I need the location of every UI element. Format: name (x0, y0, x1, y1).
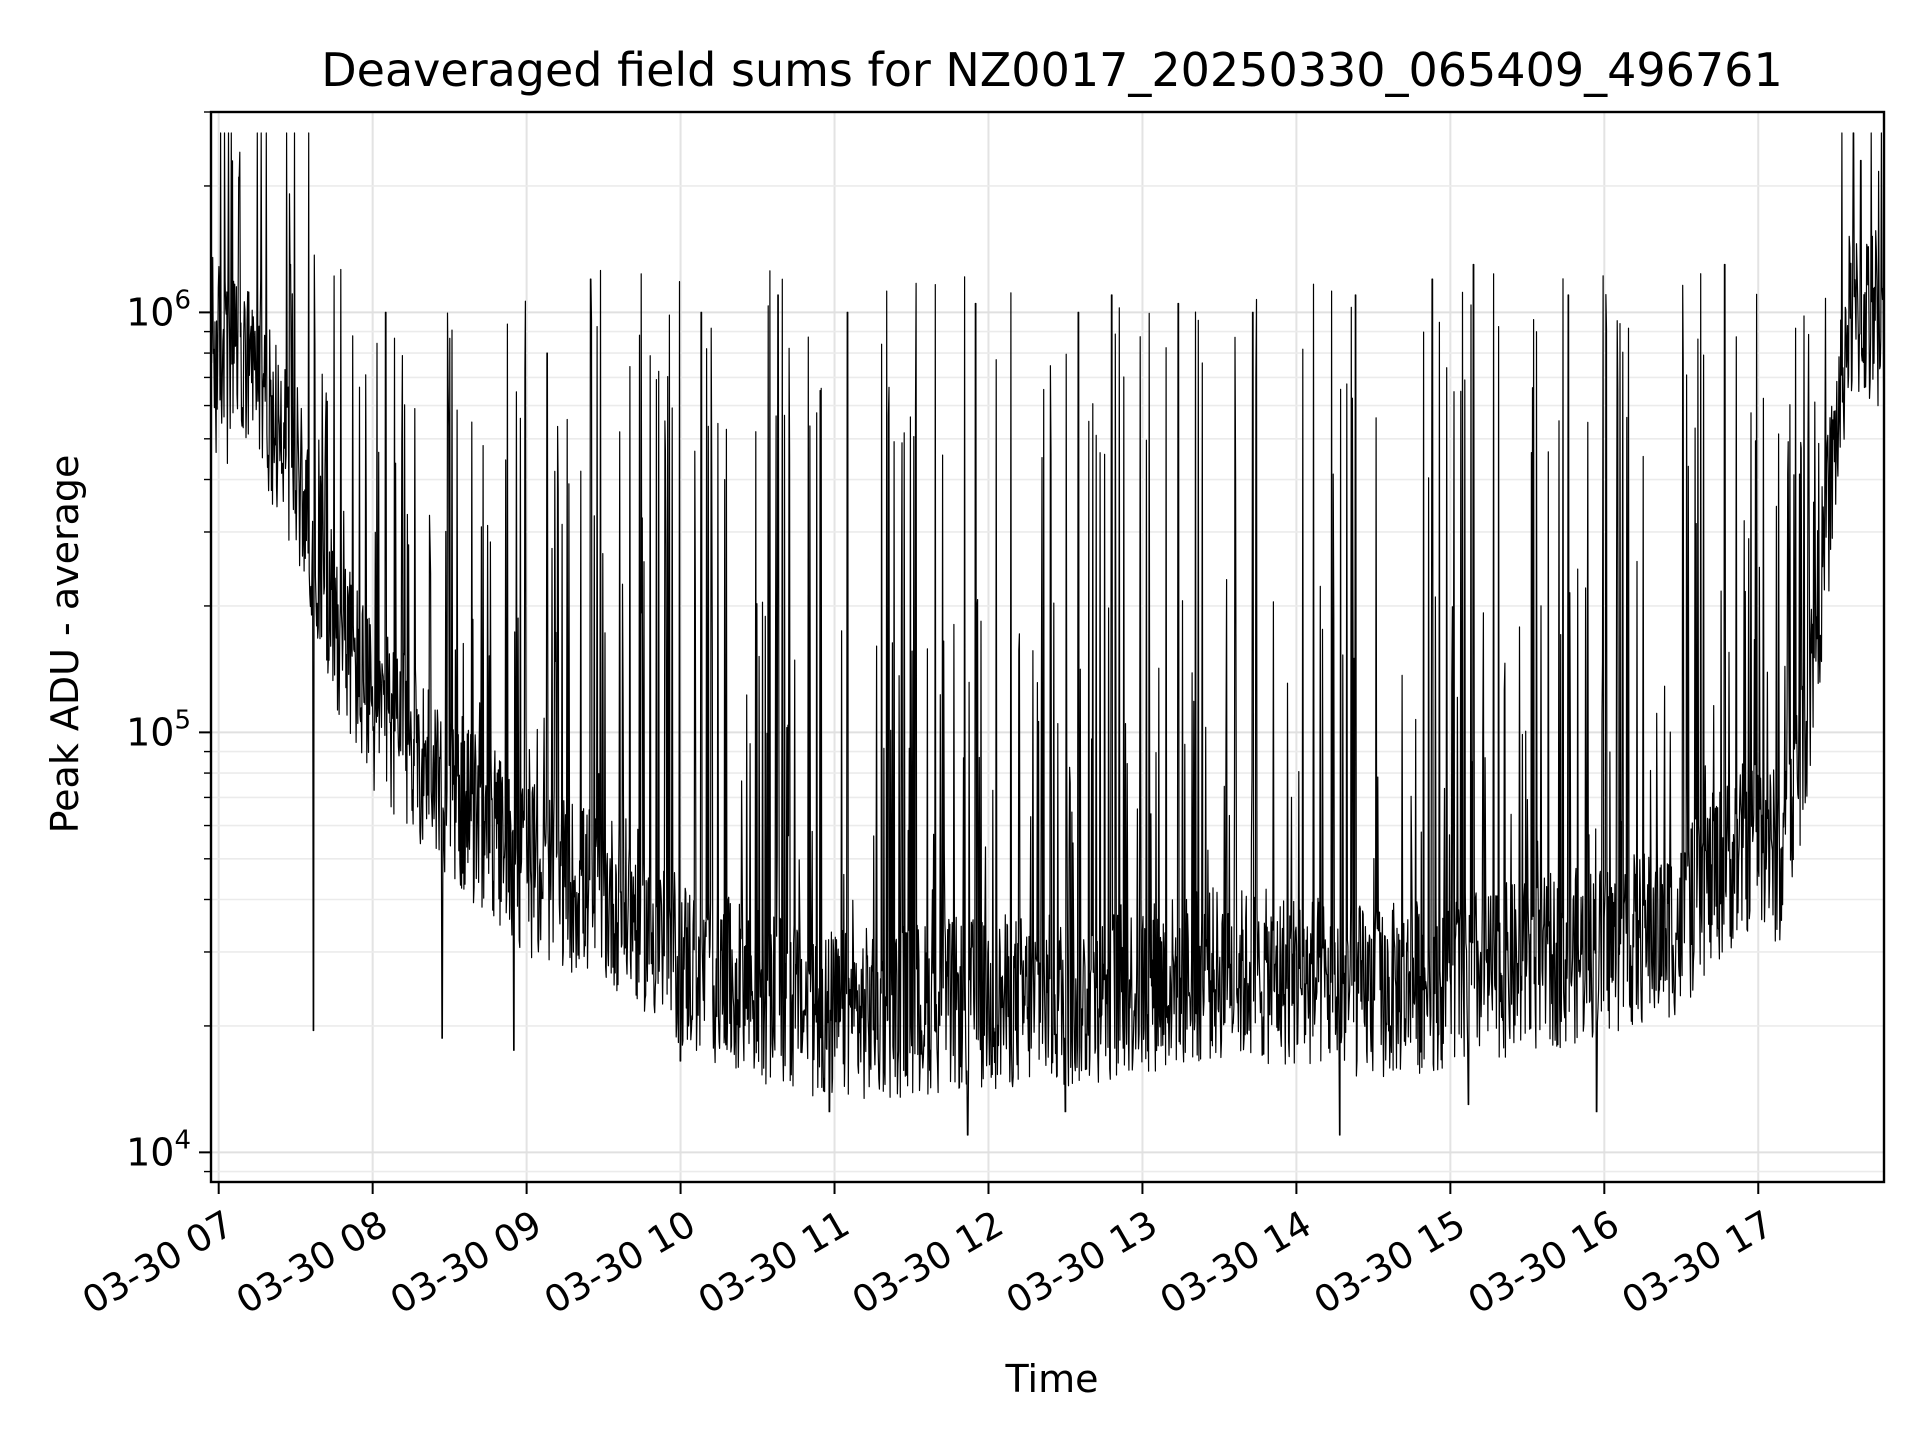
y-axis-label: Peak ADU - average (43, 455, 87, 834)
chart-title: Deaveraged field sums for NZ0017_2025033… (321, 43, 1782, 97)
x-axis-label: Time (1005, 1357, 1099, 1401)
series-line (210, 132, 1885, 1136)
y-axis: 104 105 106 (126, 111, 211, 1174)
y-tick-label: 105 (126, 705, 191, 754)
y-tick-label: 106 (126, 285, 191, 334)
y-tick-label: 104 (126, 1125, 191, 1174)
plot-area (210, 132, 1885, 1136)
plot-frame (209, 110, 1886, 1184)
